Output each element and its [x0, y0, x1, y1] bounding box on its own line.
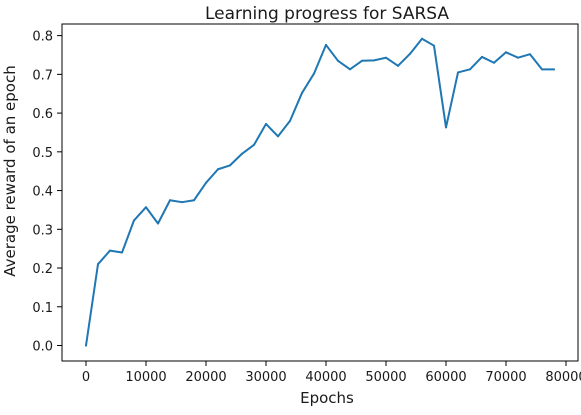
- data-point: [493, 61, 495, 64]
- y-tick-label: 0.0: [32, 340, 53, 355]
- x-axis: 0 10000 20000 30000 40000 50000 60000 70000 8000…: [82, 361, 581, 385]
- y-tick-label: 0.2: [32, 262, 53, 277]
- y-tick-label: 0.1: [32, 301, 53, 316]
- data-point: [157, 222, 159, 225]
- y-tick-label: 0.7: [32, 68, 53, 83]
- data-point: [469, 68, 471, 71]
- x-tick-label: 70000: [485, 370, 526, 385]
- data-point: [349, 68, 351, 71]
- x-tick-label: 60000: [425, 370, 466, 385]
- x-tick-label: 40000: [305, 370, 346, 385]
- data-point: [301, 91, 303, 94]
- chart-title: Learning progress for SARSA: [205, 4, 449, 24]
- data-point: [325, 43, 327, 46]
- y-axis-label: Average reward of an epoch: [1, 65, 19, 276]
- data-point: [241, 152, 243, 155]
- x-axis-label: Epochs: [300, 389, 354, 407]
- series-line: [85, 37, 555, 347]
- data-point: [445, 126, 447, 129]
- data-point: [289, 119, 291, 122]
- x-tick-label: 20000: [185, 370, 226, 385]
- y-tick-label: 0.4: [32, 185, 53, 200]
- y-tick-label: 0.5: [32, 146, 53, 161]
- data-point: [505, 51, 507, 54]
- data-point: [217, 168, 219, 171]
- data-point: [397, 64, 399, 67]
- x-tick-label: 30000: [245, 370, 286, 385]
- data-point: [85, 344, 87, 347]
- data-point: [229, 164, 231, 167]
- data-point: [457, 71, 459, 74]
- data-point: [361, 59, 363, 62]
- data-point: [529, 53, 531, 56]
- data-point: [205, 181, 207, 184]
- data-point: [409, 52, 411, 55]
- data-point: [133, 219, 135, 222]
- data-point: [553, 68, 555, 71]
- data-point: [121, 251, 123, 254]
- data-point: [265, 122, 267, 125]
- data-point: [109, 249, 111, 252]
- data-point: [385, 56, 387, 59]
- data-point: [373, 59, 375, 62]
- data-point: [277, 135, 279, 138]
- data-point: [169, 199, 171, 202]
- y-tick-label: 0.8: [32, 30, 53, 45]
- y-tick-label: 0.6: [32, 107, 53, 122]
- data-point: [517, 56, 519, 59]
- data-point: [337, 59, 339, 62]
- data-point: [181, 201, 183, 204]
- data-point: [313, 72, 315, 75]
- x-tick-label: 50000: [365, 370, 406, 385]
- x-tick-label: 0: [82, 370, 90, 385]
- y-axis: 0.0 0.1 0.2 0.3 0.4 0.5 0.6 0.7 0.8: [32, 30, 62, 355]
- data-point: [481, 55, 483, 58]
- y-tick-label: 0.3: [32, 223, 53, 238]
- data-point: [421, 37, 423, 40]
- plot-area: [61, 23, 579, 362]
- data-point: [433, 44, 435, 47]
- data-point: [97, 263, 99, 266]
- data-point: [193, 199, 195, 202]
- plot-frame: [61, 23, 579, 362]
- data-point: [253, 143, 255, 146]
- data-point: [541, 68, 543, 71]
- x-tick-label: 10000: [125, 370, 166, 385]
- data-point: [145, 206, 147, 209]
